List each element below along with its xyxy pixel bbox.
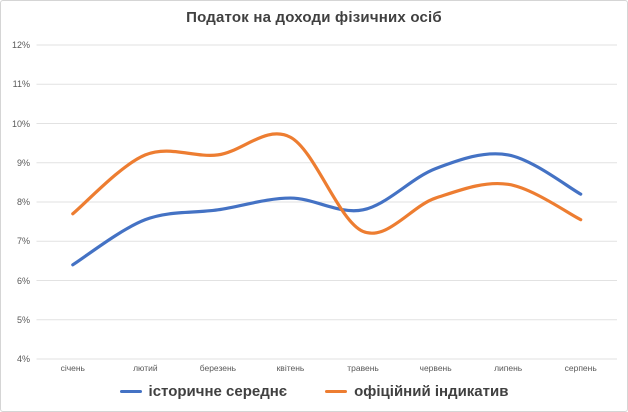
y-axis-tick-label: 8% — [16, 197, 30, 207]
legend-item-official-indicative: офіційний індикатив — [325, 383, 508, 400]
legend-label-official-indicative: офіційний індикатив — [354, 383, 509, 400]
y-axis-tick-label: 9% — [16, 157, 30, 168]
y-axis-tick-label: 4% — [16, 354, 30, 364]
legend: історичне середнє офіційний індикатив — [1, 383, 627, 400]
chart-title: Податок на доходи фізичних осіб — [186, 9, 442, 26]
x-axis-tick-label: серпень — [564, 363, 597, 373]
x-axis-tick-label: липень — [494, 363, 523, 373]
y-axis-tick-label: 7% — [16, 236, 30, 247]
x-axis-tick-label: травень — [347, 363, 379, 373]
y-axis-tick-label: 10% — [11, 118, 30, 129]
y-axis-tick-label: 11% — [12, 79, 30, 90]
x-axis-tick-label: квітень — [276, 363, 305, 373]
legend-label-historical-average: історичне середнє — [148, 383, 288, 400]
legend-swatch-official-indicative — [325, 389, 348, 394]
x-axis-tick-label: лютий — [133, 363, 158, 373]
y-axis-tick-label: 5% — [16, 314, 30, 325]
x-axis-tick-label: березень — [199, 363, 237, 373]
y-axis-tick-label: 6% — [16, 275, 30, 286]
legend-swatch-historical-average — [119, 389, 142, 394]
y-axis-tick-label: 12% — [11, 40, 30, 50]
series-line-historical-average — [71, 152, 583, 267]
x-axis-tick-label: січень — [60, 363, 85, 373]
x-axis-tick-label: червень — [419, 363, 452, 373]
legend-item-historical-average: історичне середнє — [119, 383, 288, 400]
series-line-official-indicative — [71, 132, 583, 235]
